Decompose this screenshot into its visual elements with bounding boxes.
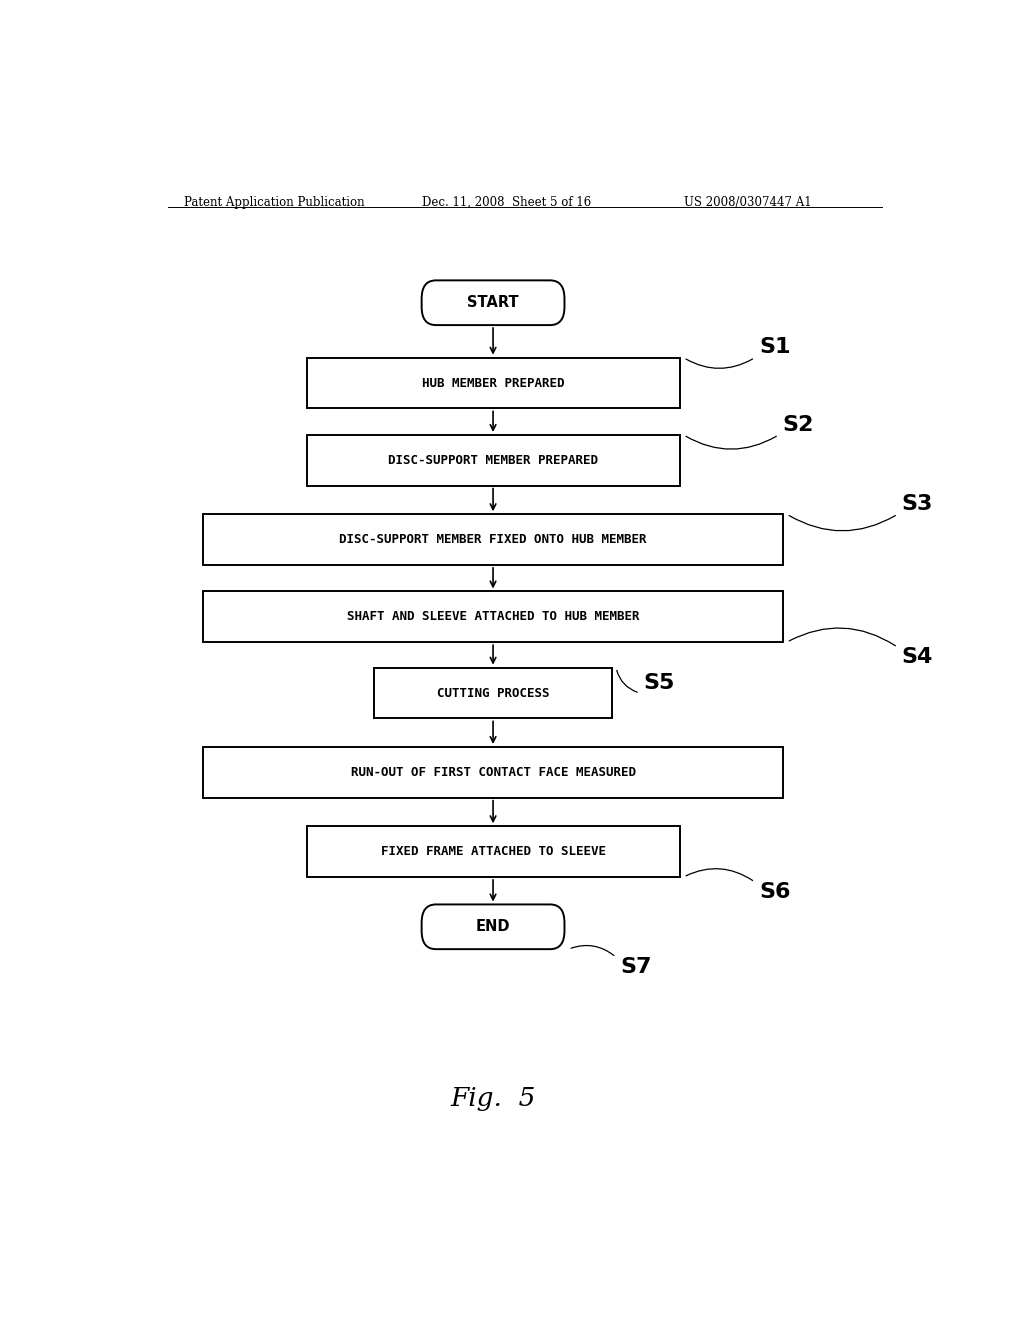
- Text: START: START: [467, 296, 519, 310]
- FancyBboxPatch shape: [422, 904, 564, 949]
- Text: DISC-SUPPORT MEMBER PREPARED: DISC-SUPPORT MEMBER PREPARED: [388, 454, 598, 467]
- Text: S2: S2: [782, 414, 814, 434]
- Text: RUN-OUT OF FIRST CONTACT FACE MEASURED: RUN-OUT OF FIRST CONTACT FACE MEASURED: [350, 766, 636, 779]
- Text: Dec. 11, 2008  Sheet 5 of 16: Dec. 11, 2008 Sheet 5 of 16: [422, 195, 591, 209]
- Text: HUB MEMBER PREPARED: HUB MEMBER PREPARED: [422, 376, 564, 389]
- Text: S3: S3: [902, 494, 933, 513]
- Text: US 2008/0307447 A1: US 2008/0307447 A1: [684, 195, 811, 209]
- Bar: [204, 747, 782, 797]
- Text: S5: S5: [644, 673, 675, 693]
- Bar: [204, 513, 782, 565]
- Text: S4: S4: [902, 647, 933, 668]
- Bar: [204, 591, 782, 643]
- FancyBboxPatch shape: [422, 280, 564, 325]
- Text: Patent Application Publication: Patent Application Publication: [183, 195, 365, 209]
- Text: S6: S6: [759, 882, 791, 903]
- Text: DISC-SUPPORT MEMBER FIXED ONTO HUB MEMBER: DISC-SUPPORT MEMBER FIXED ONTO HUB MEMBE…: [339, 533, 647, 546]
- Bar: [306, 434, 680, 486]
- Text: SHAFT AND SLEEVE ATTACHED TO HUB MEMBER: SHAFT AND SLEEVE ATTACHED TO HUB MEMBER: [347, 610, 639, 623]
- Bar: [306, 358, 680, 408]
- Bar: [374, 668, 612, 718]
- Bar: [306, 826, 680, 876]
- Text: S1: S1: [759, 338, 791, 358]
- Text: S7: S7: [621, 957, 651, 977]
- Text: FIXED FRAME ATTACHED TO SLEEVE: FIXED FRAME ATTACHED TO SLEEVE: [381, 845, 605, 858]
- Text: END: END: [476, 919, 510, 935]
- Text: CUTTING PROCESS: CUTTING PROCESS: [437, 686, 549, 700]
- Text: Fig.  5: Fig. 5: [451, 1086, 536, 1111]
